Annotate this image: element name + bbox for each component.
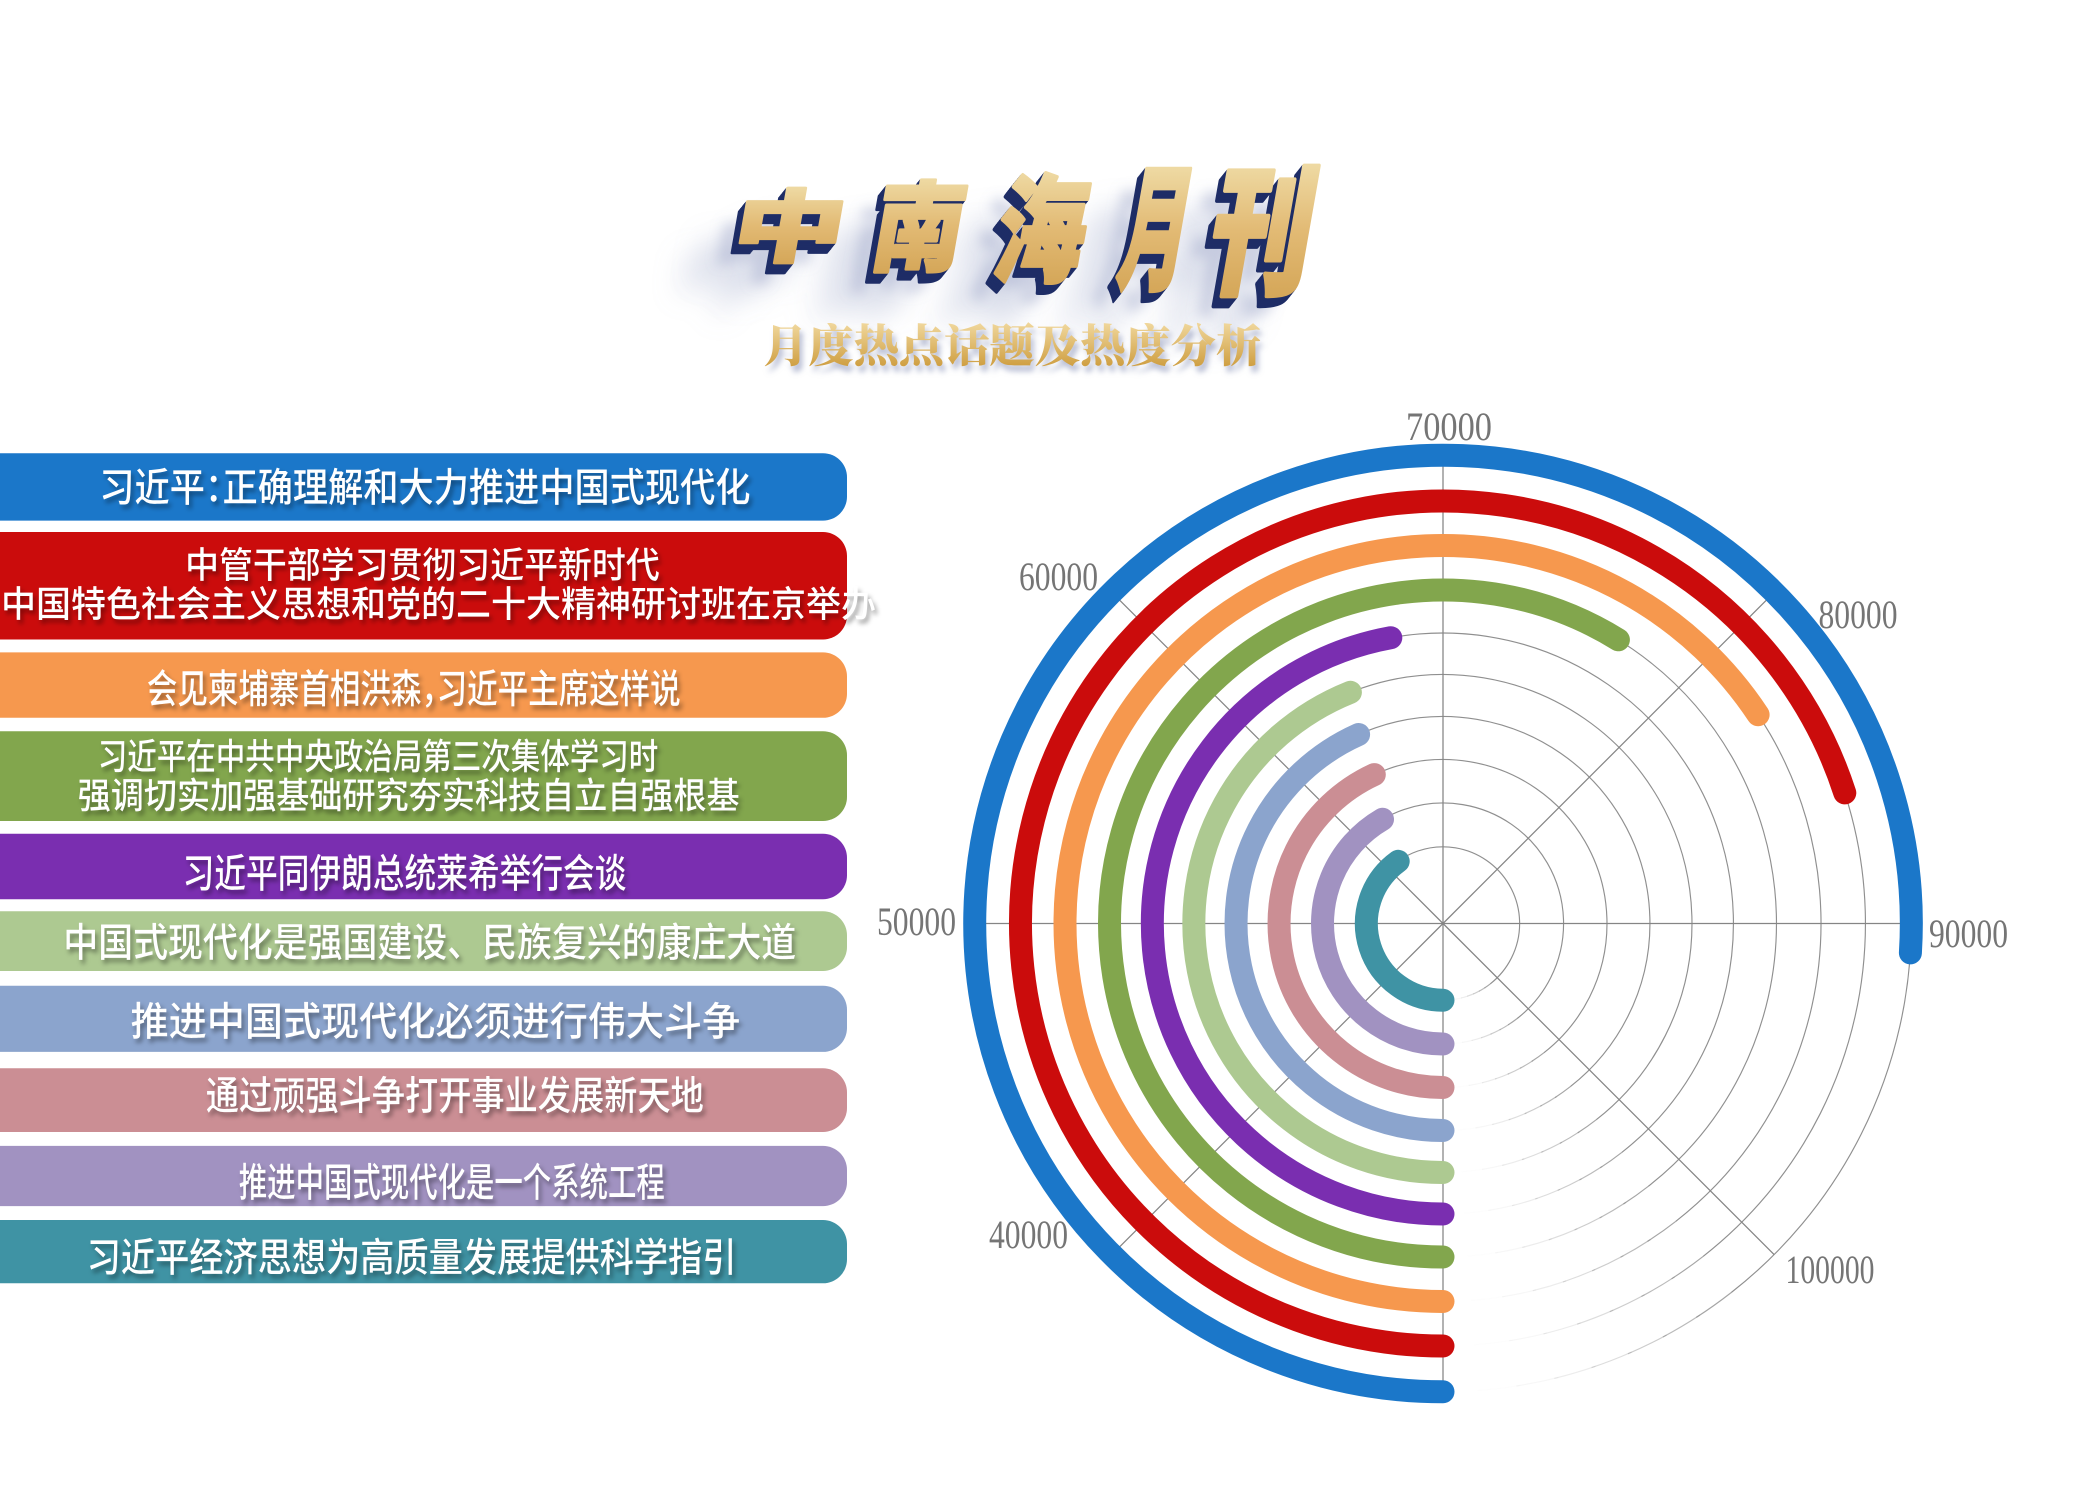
svg-text:70000: 70000 [1406, 404, 1492, 449]
svg-text:80000: 80000 [1819, 592, 1898, 637]
svg-text:50000: 50000 [877, 899, 956, 944]
svg-text:40000: 40000 [989, 1212, 1068, 1257]
svg-text:100000: 100000 [1786, 1247, 1875, 1292]
svg-text:60000: 60000 [1019, 554, 1098, 599]
svg-text:90000: 90000 [1929, 911, 2008, 956]
